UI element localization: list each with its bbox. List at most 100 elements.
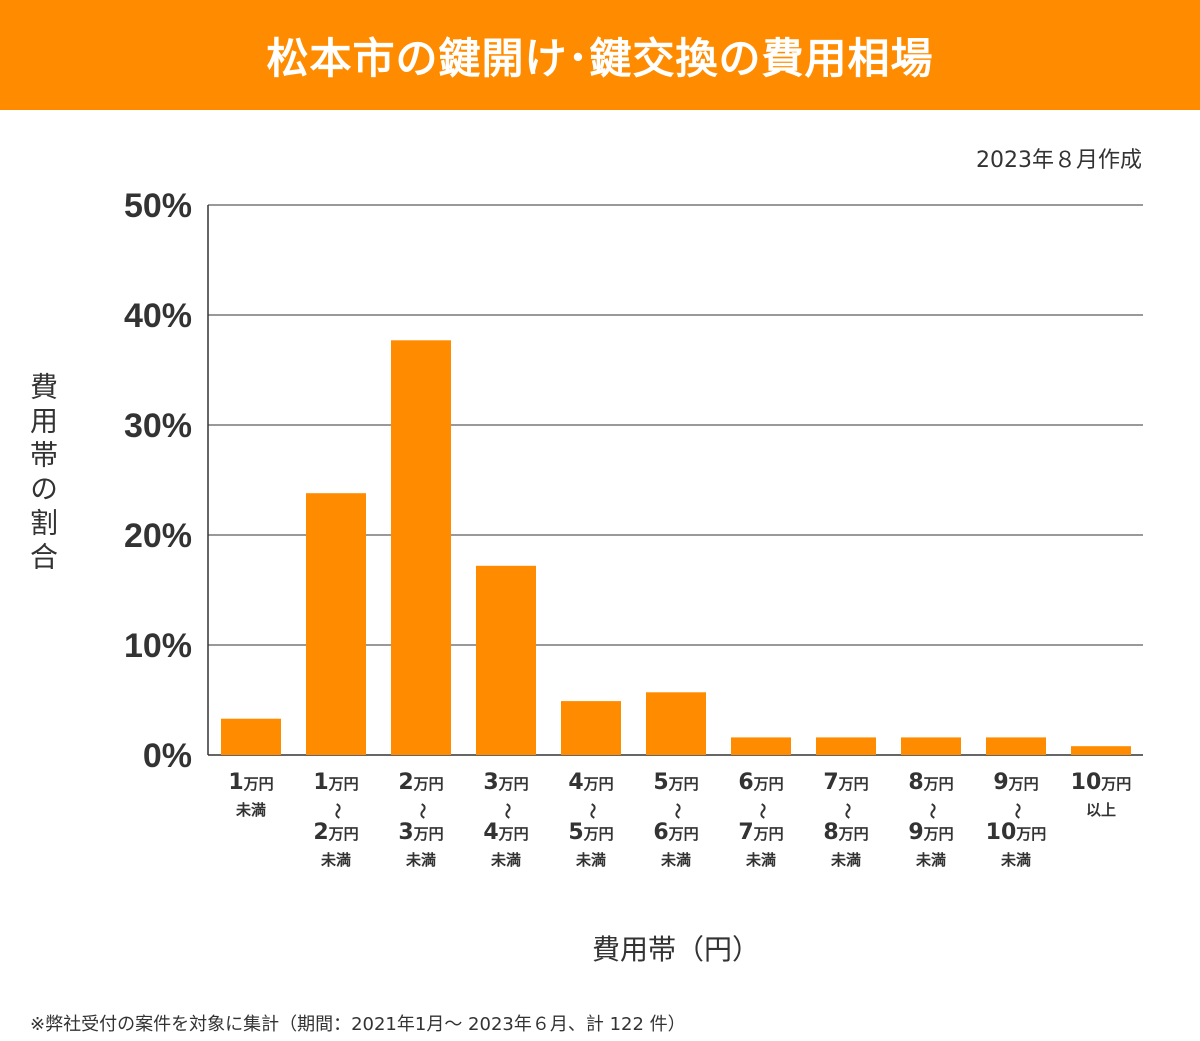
tick-number: 10 bbox=[986, 820, 1017, 845]
bar bbox=[561, 701, 621, 755]
tick-number: 8 bbox=[908, 770, 923, 795]
x-tick-line: 未満 bbox=[575, 851, 606, 869]
tick-number: 7 bbox=[738, 820, 753, 845]
y-tick-label: 0% bbox=[143, 737, 192, 775]
created-date: 2023年８月作成 bbox=[976, 148, 1142, 173]
x-tick-line: 未満 bbox=[405, 851, 436, 869]
tick-number: 2 bbox=[398, 770, 413, 795]
tick-number: 10 bbox=[1071, 770, 1102, 795]
tick-number: 2 bbox=[313, 820, 328, 845]
tick-unit: 万円 bbox=[668, 825, 699, 843]
x-tick-line: ～ bbox=[923, 803, 942, 819]
x-tick-line: 10万円 bbox=[1071, 770, 1132, 795]
tick-number: 3 bbox=[483, 770, 498, 795]
footnote: ※弊社受付の案件を対象に集計（期間：2021年1月～ 2023年６月、計 122… bbox=[30, 1014, 686, 1035]
bar bbox=[986, 737, 1046, 755]
x-tick-line: ～ bbox=[1008, 803, 1027, 819]
tick-unit: 万円 bbox=[498, 775, 529, 793]
tick-unit: 万円 bbox=[498, 825, 529, 843]
tick-unit: 万円 bbox=[753, 825, 784, 843]
x-tick-line: 未満 bbox=[490, 851, 521, 869]
x-tick-line: 9万円 bbox=[908, 820, 953, 845]
bar bbox=[646, 692, 706, 755]
x-tick-line: ～ bbox=[668, 803, 687, 819]
tick-number: 4 bbox=[568, 770, 583, 795]
x-tick-line: 4万円 bbox=[568, 770, 613, 795]
x-tick-line: 3万円 bbox=[398, 820, 443, 845]
title-banner: 松本市の鍵開け･鍵交換の費用相場 bbox=[0, 0, 1200, 110]
y-tick-label: 20% bbox=[124, 517, 192, 555]
x-tick-line: ～ bbox=[498, 803, 517, 819]
x-tick-line: 5万円 bbox=[653, 770, 698, 795]
tick-number: 3 bbox=[398, 820, 413, 845]
chart-title: 松本市の鍵開け･鍵交換の費用相場 bbox=[266, 33, 934, 83]
x-tick-line: 1万円 bbox=[313, 770, 358, 795]
x-tick-line: 9万円 bbox=[993, 770, 1038, 795]
tick-number: 4 bbox=[483, 820, 498, 845]
x-tick-line: 3万円 bbox=[483, 770, 528, 795]
x-tick-labels: 1万円未満1万円～2万円未満2万円～3万円未満3万円～4万円未満4万円～5万円未… bbox=[228, 770, 1131, 869]
y-tick-labels: 0% 10% 20% 30% 40% 50% bbox=[124, 187, 192, 775]
x-tick-line: 未満 bbox=[830, 851, 861, 869]
tick-number: 1 bbox=[228, 770, 243, 795]
x-tick-line: 未満 bbox=[660, 851, 691, 869]
y-axis-label: 費用帯の割合 bbox=[26, 372, 59, 576]
x-tick-line: ～ bbox=[753, 803, 772, 819]
y-tick-label: 10% bbox=[124, 627, 192, 665]
x-tick-line: 5万円 bbox=[568, 820, 613, 845]
y-tick-label: 30% bbox=[124, 407, 192, 445]
x-tick-line: ～ bbox=[838, 803, 857, 819]
bar bbox=[1071, 746, 1131, 755]
tick-unit: 万円 bbox=[413, 775, 444, 793]
x-tick-line: 1万円 bbox=[228, 770, 273, 795]
tick-number: 8 bbox=[823, 820, 838, 845]
tick-unit: 万円 bbox=[328, 775, 359, 793]
x-tick-line: 未満 bbox=[915, 851, 946, 869]
bar bbox=[391, 340, 451, 755]
tick-unit: 万円 bbox=[668, 775, 699, 793]
tick-unit: 万円 bbox=[923, 775, 954, 793]
tick-number: 9 bbox=[908, 820, 923, 845]
x-tick-line: ～ bbox=[583, 803, 602, 819]
x-tick-line: 未満 bbox=[745, 851, 776, 869]
tick-number: 1 bbox=[313, 770, 328, 795]
bar bbox=[306, 493, 366, 755]
tick-unit: 万円 bbox=[1015, 825, 1046, 843]
tick-unit: 万円 bbox=[583, 775, 614, 793]
x-tick-line: 7万円 bbox=[823, 770, 868, 795]
bar bbox=[476, 565, 536, 755]
tick-unit: 万円 bbox=[1100, 775, 1131, 793]
x-tick-line: 未満 bbox=[235, 801, 266, 819]
tick-unit: 万円 bbox=[838, 825, 869, 843]
tick-number: 6 bbox=[653, 820, 668, 845]
tick-unit: 万円 bbox=[243, 775, 274, 793]
x-tick-line: ～ bbox=[413, 803, 432, 819]
x-tick-line: 2万円 bbox=[398, 770, 443, 795]
tick-unit: 万円 bbox=[413, 825, 444, 843]
tick-unit: 万円 bbox=[1008, 775, 1039, 793]
tick-unit: 万円 bbox=[583, 825, 614, 843]
x-tick-line: 以上 bbox=[1086, 801, 1116, 819]
x-tick-line: 10万円 bbox=[986, 820, 1047, 845]
x-axis-label: 費用帯（円） bbox=[0, 928, 1200, 968]
x-tick-line: 8万円 bbox=[823, 820, 868, 845]
tick-unit: 万円 bbox=[328, 825, 359, 843]
bars bbox=[221, 340, 1131, 755]
tick-number: 6 bbox=[738, 770, 753, 795]
y-tick-label: 50% bbox=[124, 187, 192, 225]
bar bbox=[221, 718, 281, 755]
x-tick-line: 7万円 bbox=[738, 820, 783, 845]
bar bbox=[816, 737, 876, 755]
x-tick-line: 未満 bbox=[1000, 851, 1031, 869]
bar bbox=[731, 737, 791, 755]
